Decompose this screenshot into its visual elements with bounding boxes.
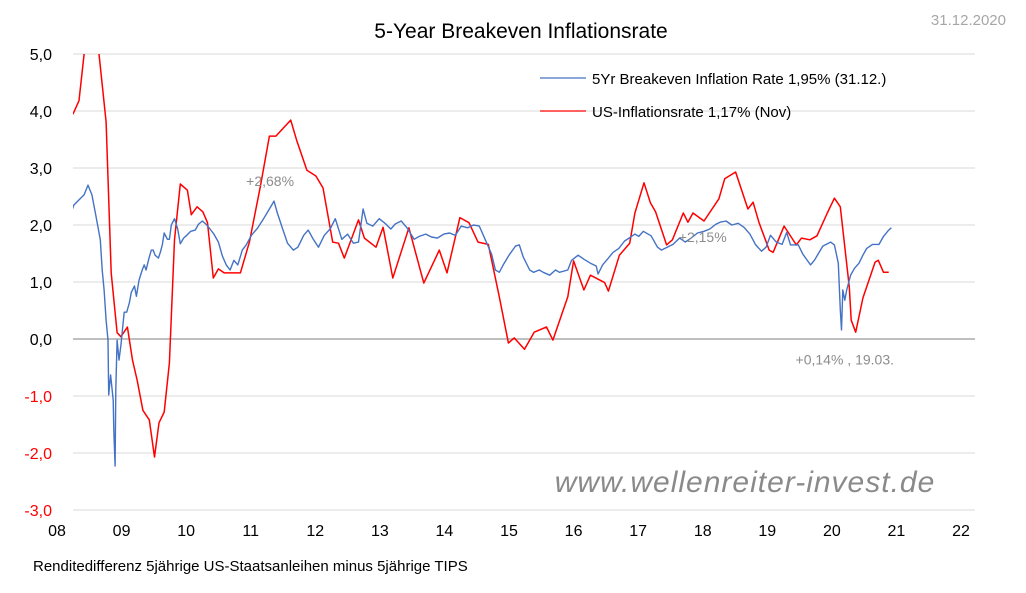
gridlines bbox=[73, 53, 975, 511]
x-tick-label: 16 bbox=[565, 523, 583, 540]
annotations: +2,68% +2,15% +0,14% , 19.03. bbox=[246, 173, 894, 367]
x-tick-label: 14 bbox=[436, 523, 454, 540]
series-line-breakeven bbox=[73, 184, 892, 467]
y-tick-label: 4,0 bbox=[30, 104, 52, 121]
y-axis-ticks: 5,0 4,0 3,0 2,0 1,0 0,0 -1,0 -2,0 -3,0 bbox=[24, 47, 52, 520]
x-tick-label: 20 bbox=[823, 523, 841, 540]
x-axis-ticks: 08 09 10 11 12 13 14 15 16 17 18 19 20 21 22 bbox=[48, 523, 970, 540]
series-lines bbox=[73, 54, 892, 467]
x-tick-label: 15 bbox=[500, 523, 518, 540]
x-tick-label: 18 bbox=[694, 523, 712, 540]
date-label: 31.12.2020 bbox=[931, 12, 1006, 29]
x-tick-label: 17 bbox=[629, 523, 647, 540]
x-tick-label: 22 bbox=[952, 523, 970, 540]
annotation-label: +2,15% bbox=[679, 229, 727, 245]
legend: 5Yr Breakeven Inflation Rate 1,95% (31.1… bbox=[540, 71, 886, 121]
legend-label-inflation: US-Inflationsrate 1,17% (Nov) bbox=[592, 104, 791, 121]
y-tick-label: 2,0 bbox=[30, 218, 52, 235]
x-tick-label: 21 bbox=[888, 523, 906, 540]
legend-label-breakeven: 5Yr Breakeven Inflation Rate 1,95% (31.1… bbox=[592, 71, 886, 88]
y-tick-label: -2,0 bbox=[24, 446, 52, 463]
x-tick-label: 08 bbox=[48, 523, 66, 540]
annotation-label: +2,68% bbox=[246, 173, 294, 189]
y-tick-label: -1,0 bbox=[24, 389, 52, 406]
x-tick-label: 12 bbox=[306, 523, 324, 540]
x-tick-label: 09 bbox=[113, 523, 131, 540]
y-tick-label: -3,0 bbox=[24, 503, 52, 520]
x-tick-label: 13 bbox=[371, 523, 389, 540]
series-line-inflation bbox=[73, 54, 889, 458]
annotation-label: +0,14% , 19.03. bbox=[796, 352, 894, 368]
y-tick-label: 3,0 bbox=[30, 161, 52, 178]
y-tick-label: 0,0 bbox=[30, 332, 52, 349]
chart-title: 5-Year Breakeven Inflationsrate bbox=[374, 20, 667, 43]
y-tick-label: 1,0 bbox=[30, 275, 52, 292]
watermark: www.wellenreiter-invest.de bbox=[555, 466, 936, 499]
x-tick-label: 11 bbox=[242, 523, 259, 540]
x-axis-label: Renditedifferenz 5jährige US-Staatsanlei… bbox=[33, 558, 468, 575]
y-tick-label: 5,0 bbox=[30, 47, 52, 64]
x-tick-label: 19 bbox=[758, 523, 776, 540]
x-tick-label: 10 bbox=[177, 523, 195, 540]
